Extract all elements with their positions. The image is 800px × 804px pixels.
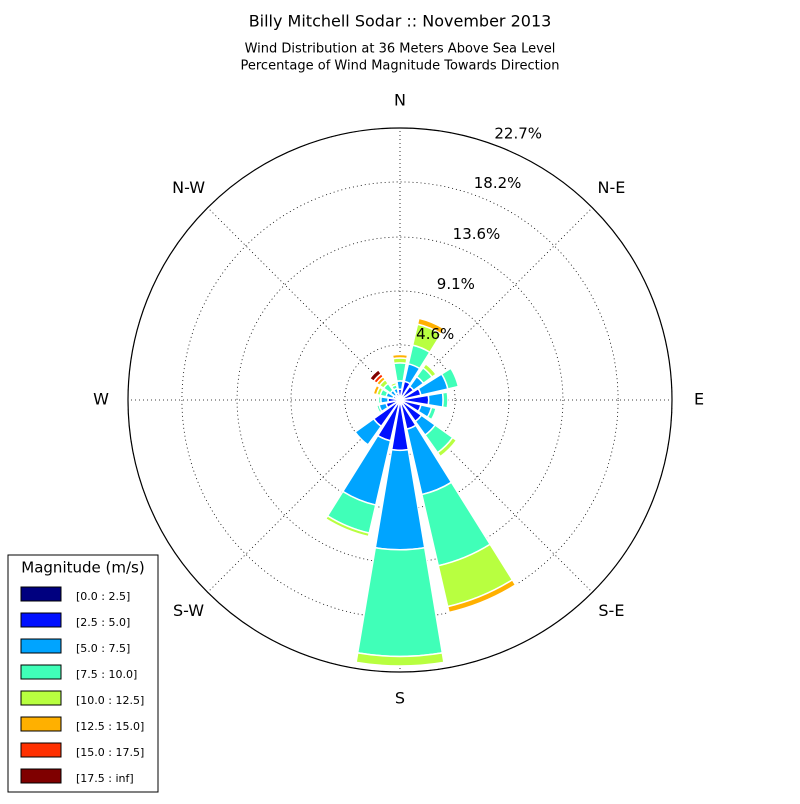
direction-label: N-W: [172, 178, 205, 197]
wind-bar-segment: [443, 392, 448, 408]
wind-bar-segment: [392, 354, 407, 358]
legend-swatch: [21, 613, 61, 627]
radial-tick-label: 4.6%: [416, 325, 454, 343]
legend-label: [5.0 : 7.5]: [76, 642, 130, 655]
radial-tick-label: 18.2%: [474, 174, 522, 192]
direction-label: S-W: [173, 601, 204, 620]
legend-label: [7.5 : 10.0]: [76, 668, 137, 681]
legend-label: [0.0 : 2.5]: [76, 590, 130, 603]
radial-tick-label: 13.6%: [453, 225, 501, 243]
direction-label: S-E: [598, 601, 624, 620]
radial-tick-label: 22.7%: [494, 124, 542, 142]
wind-bar-segment: [428, 393, 443, 407]
chart-subtitle: Percentage of Wind Magnitude Towards Dir…: [240, 59, 559, 74]
direction-label: E: [694, 390, 704, 409]
legend-swatch: [21, 769, 61, 783]
legend-label: [2.5 : 5.0]: [76, 616, 130, 629]
legend-label: [17.5 : inf]: [76, 772, 134, 785]
legend-swatch: [21, 743, 61, 757]
legend-swatch: [21, 665, 61, 679]
direction-label: N: [394, 91, 406, 110]
direction-label: W: [93, 390, 109, 409]
direction-label: N-E: [597, 178, 625, 197]
legend-label: [12.5 : 15.0]: [76, 720, 144, 733]
chart-subtitle: Wind Distribution at 36 Meters Above Sea…: [245, 42, 556, 57]
legend-swatch: [21, 587, 61, 601]
wind-bar-segment: [358, 548, 443, 657]
direction-label: S: [395, 689, 405, 708]
legend-swatch: [21, 717, 61, 731]
angular-grid-line: [208, 208, 400, 400]
legend-swatch: [21, 691, 61, 705]
legend-swatch: [21, 639, 61, 653]
wind-bar-segment: [378, 396, 381, 403]
legend-title: Magnitude (m/s): [21, 559, 144, 577]
chart-title: Billy Mitchell Sodar :: November 2013: [249, 12, 552, 31]
radial-tick-label: 9.1%: [437, 275, 475, 293]
legend-label: [15.0 : 17.5]: [76, 746, 144, 759]
legend-label: [10.0 : 12.5]: [76, 694, 144, 707]
